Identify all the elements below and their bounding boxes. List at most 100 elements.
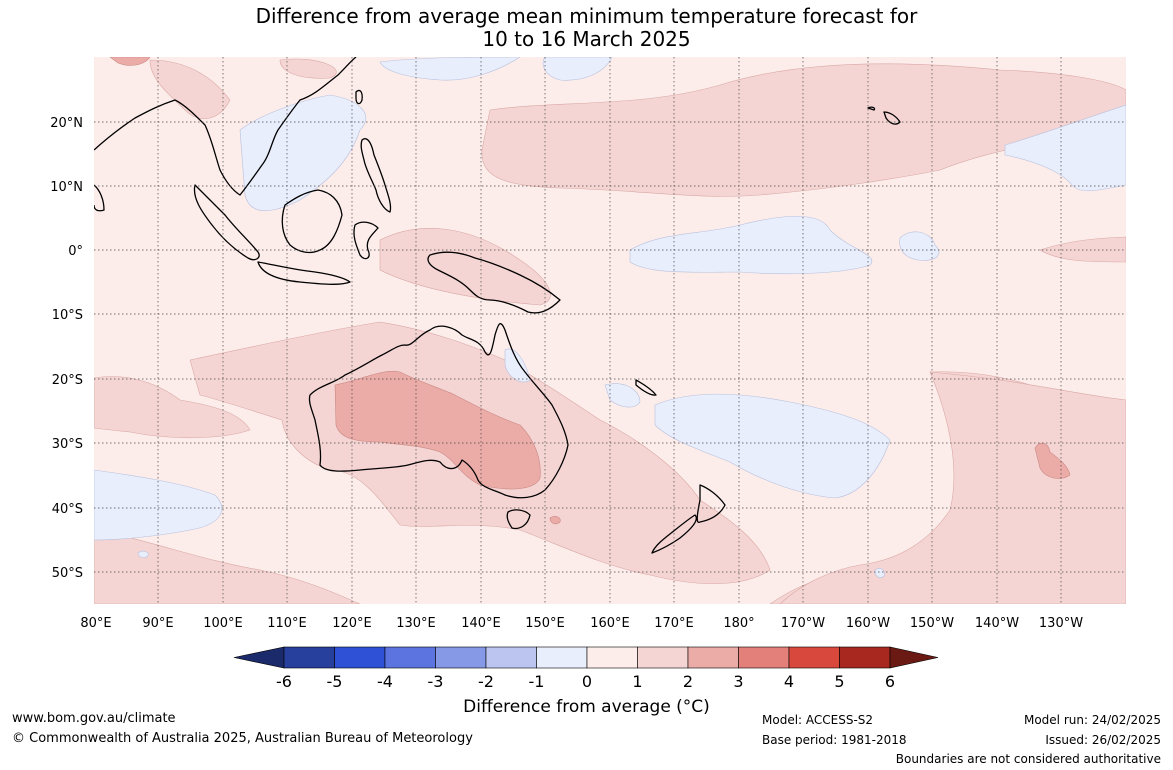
lon-label: 160°W [846, 616, 890, 631]
lat-label: 20°N [50, 116, 83, 131]
colorbar-tick-label: 4 [784, 672, 794, 691]
coastlines [94, 57, 901, 554]
anomaly-field [94, 57, 1126, 604]
colorbar-segment [435, 646, 487, 669]
colorbar-segment [485, 646, 537, 669]
longitude-labels: 80°E 90°E 100°E 110°E 120°E 130°E 140°E … [80, 616, 1083, 631]
lat-label: 50°S [52, 566, 83, 581]
model-run-text: Model run: 24/02/2025 [1023, 713, 1161, 727]
lon-label: 140°W [975, 616, 1019, 631]
map-title-line1: Difference from average mean minimum tem… [255, 4, 918, 28]
lat-label: 20°S [52, 373, 83, 388]
colorbar-tick-label: -1 [529, 672, 545, 691]
colorbar-tick-label: 3 [733, 672, 743, 691]
anomaly-region-neg1-0 [504, 348, 531, 383]
tasmania-coastline [506, 509, 531, 530]
java-coastline [257, 261, 351, 285]
lon-label: 180° [723, 616, 754, 631]
colorbar-segment [586, 646, 638, 669]
lon-label: 100°E [203, 616, 243, 631]
lat-label: 0° [68, 244, 83, 259]
taiwan-coastline [355, 89, 363, 105]
lat-label: 30°S [52, 437, 83, 452]
colorbar-tick-label: -3 [428, 672, 444, 691]
gridlines [94, 57, 1126, 604]
anomaly-region-neg1-0 [874, 568, 885, 578]
colorbar [233, 646, 939, 669]
colorbar-segment [687, 646, 739, 669]
anomaly-region-neg1-0 [542, 57, 613, 81]
issued-text: Issued: 26/02/2025 [1045, 733, 1161, 747]
map-title-line2: 10 to 16 March 2025 [482, 27, 691, 51]
colorbar-tick-label: 2 [683, 672, 693, 691]
new-caledonia-coastline [635, 379, 657, 396]
colorbar-tick-label: 6 [885, 672, 895, 691]
anomaly-region-neg1-0 [137, 550, 149, 558]
colorbar-tick-label: 0 [582, 672, 592, 691]
colorbar-tick-label: 1 [632, 672, 642, 691]
anomaly-region-neg1-0 [604, 383, 641, 408]
colorbar-segment [839, 646, 891, 669]
colorbar-max-extension [889, 646, 939, 669]
sulawesi-coastline [353, 221, 379, 260]
latitude-labels: 20°N 10°N 0° 10°S 20°S 30°S 40°S 50°S [50, 116, 83, 581]
lon-label: 140°E [461, 616, 501, 631]
anomaly-region-neg1-0 [629, 216, 873, 275]
lon-label: 170°W [781, 616, 825, 631]
new-guinea-coastline [427, 251, 561, 314]
lon-label: 150°E [525, 616, 565, 631]
colorbar-tick-label: -6 [276, 672, 292, 691]
anomaly-region-neg1-0 [1004, 104, 1126, 192]
sumatra-coastline [193, 184, 260, 261]
lon-label: 130°E [396, 616, 436, 631]
anomaly-region-1-2 [94, 376, 251, 439]
colorbar-segment [536, 646, 588, 669]
base-period-text: Base period: 1981-2018 [762, 733, 907, 747]
disclaimer-text: Boundaries are not considered authoritat… [895, 752, 1161, 766]
copyright-text: © Commonwealth of Australia 2025, Austra… [12, 731, 473, 746]
anomaly-region-neg1-0 [654, 393, 891, 499]
colorbar-segment [788, 646, 840, 669]
colorbar-ticks: -6 -5 -4 -3 -2 -1 0 1 2 3 4 5 6 [276, 672, 895, 691]
model-text: Model: ACCESS-S2 [762, 713, 874, 727]
lat-label: 40°S [52, 502, 83, 517]
hawaii-coastline [867, 106, 901, 125]
anomaly-region-2-3 [109, 57, 151, 66]
colorbar-tick-label: -4 [377, 672, 393, 691]
lon-label: 120°E [332, 616, 372, 631]
new-zealand-coastline [651, 484, 726, 554]
anomaly-region-1-2 [94, 529, 361, 604]
colorbar-tick-label: 5 [834, 672, 844, 691]
colorbar-segment [283, 646, 335, 669]
website-link[interactable]: www.bom.gov.au/climate [12, 711, 176, 726]
lon-label: 130°W [1039, 616, 1083, 631]
anomaly-region-1-2 [1039, 236, 1126, 263]
anomaly-region-1-2 [149, 59, 231, 119]
colorbar-min-extension [233, 646, 285, 669]
colorbar-segment [334, 646, 386, 669]
lon-label: 110°E [267, 616, 307, 631]
anomaly-region-neg1-0 [239, 94, 367, 211]
anomaly-region-2-3 [549, 516, 561, 525]
lon-label: 170°E [654, 616, 694, 631]
borneo-coastline [281, 189, 343, 254]
anomaly-region-neg1-0 [379, 57, 521, 81]
anomaly-region-1-2 [279, 58, 337, 79]
mainland-asia-coastline [94, 57, 357, 196]
colorbar-title: Difference from average (°C) [463, 697, 710, 717]
lon-label: 150°W [910, 616, 954, 631]
lat-label: 10°N [50, 180, 83, 195]
lon-label: 160°E [590, 616, 630, 631]
colorbar-segment [384, 646, 436, 669]
lon-label: 80°E [80, 616, 111, 631]
anomaly-region-1-2 [379, 228, 551, 306]
lon-label: 90°E [142, 616, 173, 631]
colorbar-segment [738, 646, 790, 669]
lat-label: 10°S [52, 308, 83, 323]
colorbar-tick-label: -5 [327, 672, 343, 691]
australia-coastline [308, 323, 569, 499]
colorbar-tick-label: -2 [478, 672, 494, 691]
india-coastline [94, 184, 105, 212]
philippines-coastline [360, 138, 392, 213]
